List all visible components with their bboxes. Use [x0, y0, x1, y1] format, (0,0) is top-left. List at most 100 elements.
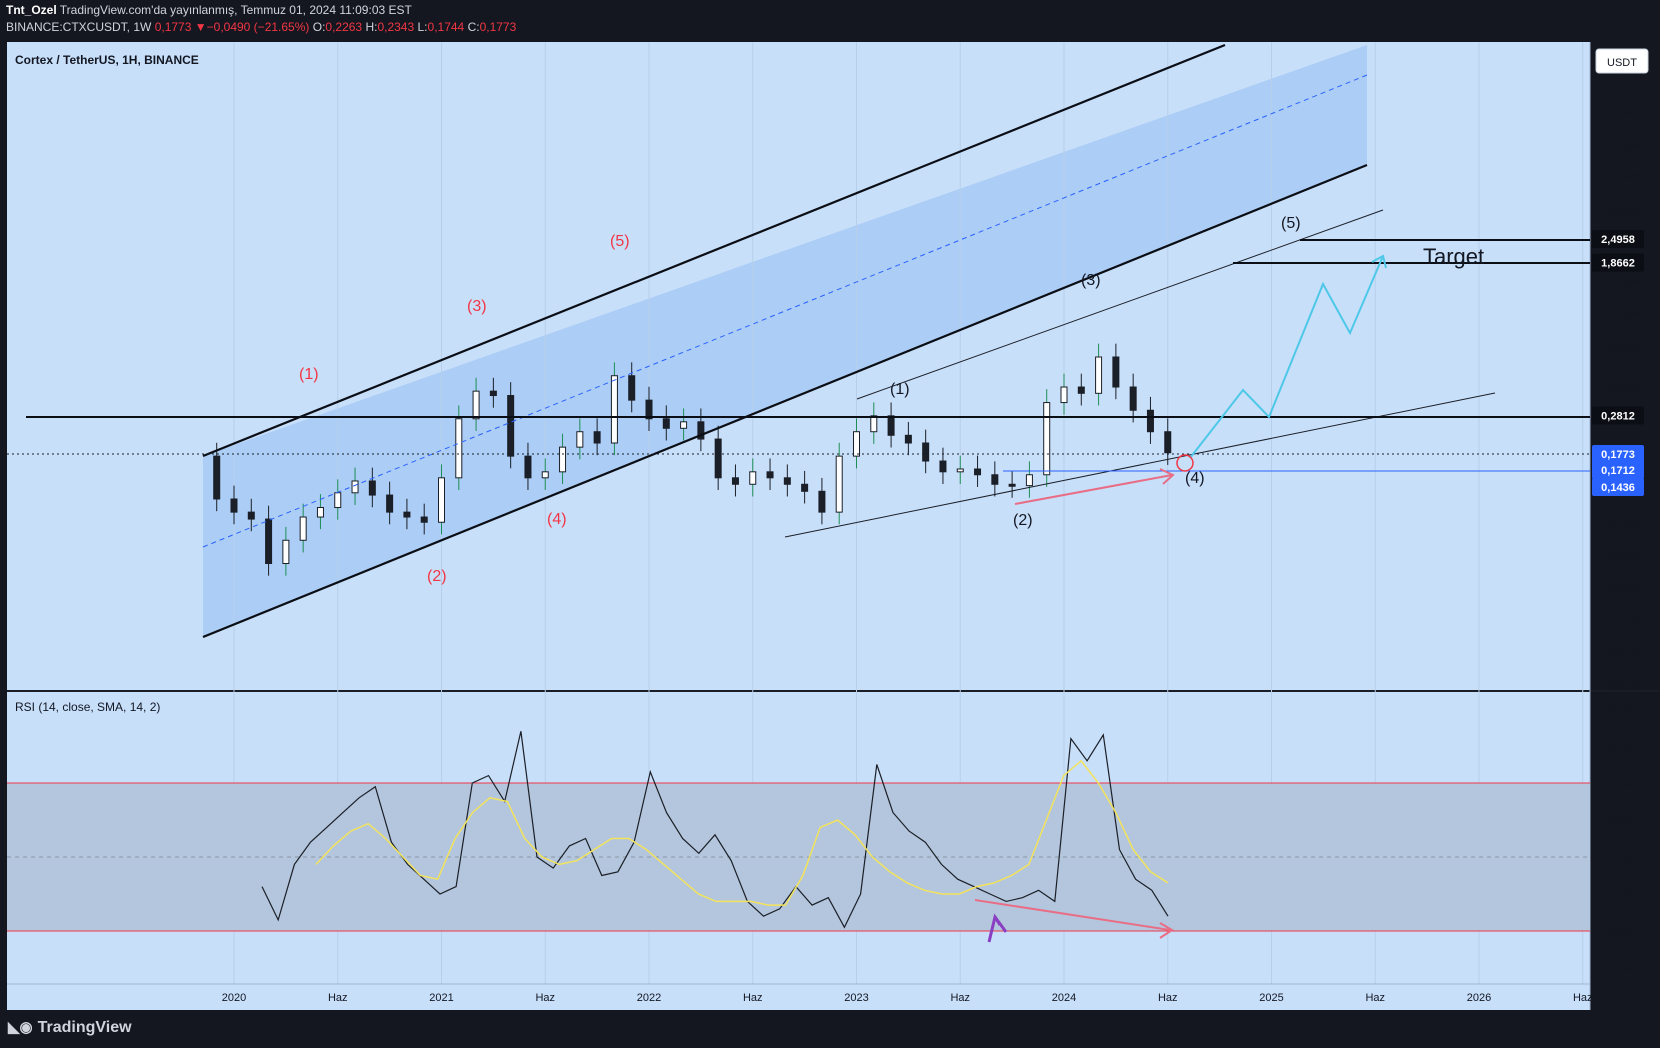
candle-body-48 — [1025, 474, 1033, 487]
candle-body-5 — [282, 539, 290, 565]
wedge-upper-line — [856, 209, 1384, 400]
chart-title: Cortex / TetherUS, 1H, BINANCE — [15, 53, 199, 67]
tradingview-logo-icon: ◣◉ — [8, 1019, 33, 1036]
candle-body-38 — [853, 431, 860, 457]
candle-body-14 — [438, 477, 445, 523]
candle-body-31 — [731, 477, 739, 485]
down-arrow-icon: ▼ — [194, 20, 207, 34]
candle-body-35 — [801, 483, 809, 492]
published-text: TradingView.com'da yayınlanmış, Temmuz 0… — [59, 3, 412, 17]
price-tick-2: 8,0000 — [1605, 140, 1639, 152]
candle-body-30 — [714, 438, 722, 479]
candle-body-43 — [939, 460, 947, 473]
price-tick-8: 0,4000 — [1605, 382, 1639, 394]
time-tick-1: Haz — [328, 992, 348, 1004]
candle-body-19 — [524, 455, 532, 479]
candle-body-51 — [1077, 386, 1085, 394]
currency-button[interactable] — [1595, 48, 1649, 74]
price-tag-1: 1,8662 — [1601, 258, 1635, 270]
candle-body-9 — [351, 480, 359, 494]
price-tag-0: 2,4958 — [1601, 234, 1635, 246]
candle-body-46 — [991, 474, 999, 485]
candle-body-39 — [870, 415, 878, 433]
rsi-title: RSI (14, close, SMA, 14, 2) — [15, 700, 160, 714]
touch-point-circle — [1176, 454, 1194, 472]
time-axis[interactable]: 2020 Haz 2021 Haz 2022 Haz 2023 Haz 2024 Haz 2025 H… — [222, 992, 1593, 1004]
wave-label-red-5: (5) — [610, 233, 630, 250]
wave-label-red-4: (4) — [547, 511, 567, 528]
currency-label[interactable]: USDT — [1607, 57, 1637, 69]
candle-body-50 — [1060, 386, 1068, 404]
rsi-ma-line — [315, 759, 1169, 906]
price-tick-9: 0,0750 — [1605, 517, 1639, 529]
price-tick-4: 3,5000 — [1605, 206, 1639, 218]
open-value: 0,2263 — [325, 20, 363, 34]
tradingview-logo: ◣◉ TradingView — [8, 1018, 132, 1037]
candle-body-2 — [230, 498, 238, 513]
rsi-tick-3: 60,00 — [1608, 815, 1636, 827]
candle-body-17 — [489, 390, 497, 397]
time-tick-0: 2020 — [222, 992, 246, 1004]
candle-body-3 — [247, 511, 255, 520]
candle-body-1 — [213, 455, 221, 500]
price-tag-bg-0 — [1592, 230, 1644, 249]
rsi-divergence-arrow — [974, 899, 1171, 931]
rsi-axis[interactable]: 90,00 80,00 70,00 60,00 50,00 40,00 30,00 20,00 — [1608, 704, 1636, 975]
price-axis[interactable]: 18,0000 12,0000 8,0000 5,5000 3,5000 1,5000 1,… — [1602, 71, 1642, 692]
candle-body-15 — [455, 418, 463, 479]
price-tags: 2,4958 1,8662 0,2812 0,1773 0,1712 0,1436 — [1592, 230, 1644, 496]
time-tick-7: Haz — [950, 992, 970, 1004]
candle-body-33 — [766, 471, 774, 479]
candle-body-6 — [299, 516, 307, 541]
candle-body-8 — [334, 492, 342, 509]
candle-body-27 — [662, 418, 670, 429]
time-tick-9: Haz — [1158, 992, 1178, 1004]
candle-body-37 — [835, 455, 843, 513]
candles — [213, 343, 1172, 576]
candle-body-36 — [818, 490, 826, 513]
candle-body-49 — [1043, 402, 1051, 476]
candle-body-26 — [645, 399, 653, 420]
time-tick-8: 2024 — [1052, 992, 1076, 1004]
price-tick-11: 0,0340 — [1605, 582, 1639, 594]
price-tick-0: 18,0000 — [1602, 71, 1642, 83]
candle-body-23 — [593, 431, 601, 444]
time-tick-5: Haz — [743, 992, 763, 1004]
rsi-tick-2: 70,00 — [1608, 778, 1636, 790]
candle-body-25 — [628, 375, 636, 401]
price-tag-bg-1 — [1592, 253, 1644, 272]
price-tick-5: 1,5000 — [1605, 276, 1639, 288]
candle-body-13 — [420, 516, 428, 523]
target-annotation: Target — [1423, 244, 1484, 269]
wave-label-dark-1: (1) — [890, 381, 910, 398]
price-tick-12: 0,0220 — [1605, 617, 1639, 629]
publisher-line: Tnt_Ozel TradingView.com'da yayınlanmış,… — [6, 3, 412, 17]
price-tick-14: 0,0100 — [1605, 680, 1639, 692]
wave-label-dark-3: (3) — [1081, 272, 1101, 289]
candle-body-20 — [541, 471, 549, 479]
projection-path — [1189, 255, 1384, 459]
wave-label-dark-4: (4) — [1185, 470, 1205, 487]
rsi-tick-5: 40,00 — [1608, 889, 1636, 901]
footer-brand: TradingView — [37, 1019, 132, 1036]
price-divergence-arrowhead — [1159, 468, 1175, 485]
candle-body-42 — [922, 442, 930, 462]
candle-body-52 — [1095, 356, 1103, 394]
purple-arrow-stem — [993, 916, 1002, 926]
candle-body-18 — [507, 395, 515, 457]
close-value: 0,1773 — [479, 20, 517, 34]
time-tick-3: Haz — [535, 992, 555, 1004]
high-value: 0,2343 — [377, 20, 415, 34]
candle-body-44 — [956, 468, 964, 473]
candle-body-10 — [368, 480, 376, 496]
time-tick-6: 2023 — [844, 992, 868, 1004]
price-tag-bg-3 — [1592, 445, 1644, 463]
rsi-tick-4: 50,00 — [1608, 852, 1636, 864]
price-tag-bg-5 — [1592, 478, 1644, 496]
wave-label-dark-5: (5) — [1281, 215, 1301, 232]
time-tick-13: Haz — [1573, 992, 1593, 1004]
time-tick-12: 2026 — [1467, 992, 1491, 1004]
candle-body-11 — [386, 494, 394, 513]
price-tick-13: 0,0150 — [1605, 648, 1639, 660]
